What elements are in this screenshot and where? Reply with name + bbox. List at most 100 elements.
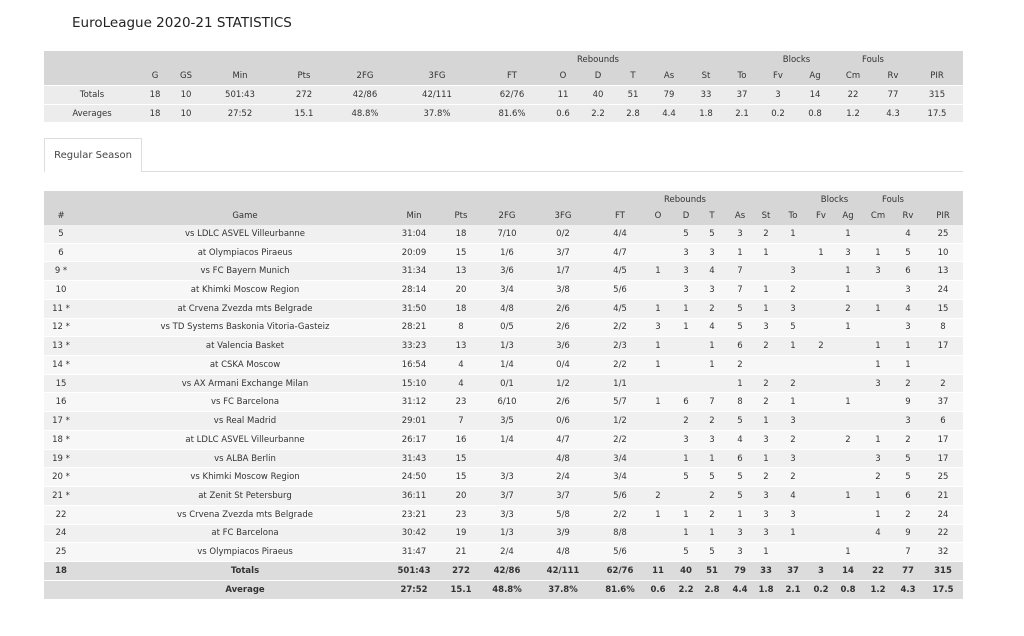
totals-cell: 42/111 [546, 566, 580, 576]
totals-cell: 33 [760, 566, 772, 576]
game-cell: 1/3 [500, 528, 514, 539]
game-cell: 5 [683, 228, 689, 239]
game-row [44, 337, 963, 356]
column-header: Ag [842, 211, 854, 221]
game-cell: 0/6 [556, 416, 570, 427]
game-row [44, 374, 963, 393]
game-cell: 2 [709, 509, 715, 520]
totals-cell: 0.6 [650, 585, 666, 595]
game-cell: vs FC Bayern Munich [200, 266, 290, 277]
game-cell: 13 [455, 341, 467, 352]
game-cell: 3 [905, 416, 911, 427]
game-row [44, 281, 963, 299]
game-cell: 4/8 [556, 453, 570, 464]
column-header: Cm [870, 211, 886, 221]
totals-cell: 27:52 [400, 585, 428, 595]
column-header: As [734, 211, 746, 221]
game-cell: 1 [763, 547, 769, 558]
game-cell: 1/4 [500, 359, 514, 370]
game-cell: 14 * [52, 359, 70, 370]
totals-cell: 0.2 [813, 585, 829, 595]
group-header: Fouls [882, 195, 904, 205]
totals-cell: Totals [230, 566, 260, 576]
game-cell: 16 [455, 434, 467, 445]
game-cell: 4/7 [613, 247, 627, 258]
column-header: Fv [773, 71, 783, 81]
totals-cell: 40 [680, 566, 692, 576]
game-cell: 1 [790, 341, 796, 352]
game-cell: 1/4 [500, 434, 514, 445]
game-cell: 1 [905, 359, 911, 370]
game-cell: 3/8 [556, 285, 570, 296]
game-cell: 5 [737, 490, 743, 501]
column-header: D [682, 211, 690, 221]
game-cell: 1 [845, 285, 851, 296]
game-cell: 13 * [52, 341, 70, 352]
game-cell: 22 [55, 509, 67, 520]
game-cell: 2/3 [613, 341, 627, 352]
game-cell: 2 [940, 378, 946, 389]
summary-cell: 42/86 [352, 90, 378, 100]
summary-cell: 18 [149, 108, 161, 119]
game-cell: 1 [875, 509, 881, 520]
game-cell: 36:11 [401, 490, 427, 501]
game-cell: 11 * [52, 303, 70, 314]
game-cell: 2/6 [556, 303, 570, 314]
game-cell: 2 [790, 378, 796, 389]
game-cell: 3 [709, 247, 715, 258]
column-header: PIR [930, 71, 944, 81]
game-cell: 1 [709, 359, 715, 370]
summary-cell: 2.1 [735, 108, 749, 119]
game-cell: 28:14 [401, 285, 427, 296]
game-cell: 15 [455, 453, 467, 464]
game-cell: 1 [763, 303, 769, 314]
game-cell: 3 [763, 528, 769, 539]
summary-cell: 0.6 [556, 108, 570, 119]
summary-cell: 79 [663, 90, 675, 100]
game-row [44, 487, 963, 505]
game-row [44, 318, 963, 337]
column-header: O [654, 211, 662, 221]
game-cell: 31:50 [401, 303, 427, 314]
game-cell: 4/8 [556, 547, 570, 558]
game-cell: 3/7 [500, 490, 514, 501]
game-cell: 3 [845, 247, 851, 258]
game-cell: 3/9 [556, 528, 570, 539]
column-header: Min [406, 211, 422, 221]
game-cell: 3 [709, 434, 715, 445]
summary-cell: 272 [295, 90, 313, 100]
game-cell: 4 [709, 322, 715, 333]
game-cell: 2 [875, 472, 881, 483]
game-cell: 6 [905, 490, 911, 501]
game-cell: 17 [937, 341, 949, 352]
game-cell: 2/4 [500, 547, 514, 558]
game-cell: 12 * [52, 322, 70, 333]
totals-cell: 37.8% [548, 585, 578, 595]
game-cell: 3 [763, 490, 769, 501]
game-cell: 2 [683, 416, 689, 427]
season-tab[interactable]: Regular Season [44, 138, 142, 172]
game-cell: 21 [937, 490, 949, 501]
game-cell: 3/4 [500, 285, 514, 296]
game-cell: 3/3 [500, 472, 514, 483]
game-cell: 7 [709, 397, 715, 408]
totals-cell: 37 [787, 566, 799, 576]
totals-row [44, 562, 963, 580]
column-header: Pts [454, 211, 468, 221]
game-cell: 5 [709, 547, 715, 558]
game-cell: 2/2 [613, 434, 627, 445]
game-cell: vs ALBA Berlin [214, 453, 276, 464]
game-cell: 17 [937, 434, 949, 445]
game-cell: 4/8 [500, 303, 514, 314]
game-row [44, 524, 963, 543]
game-cell: vs Olympiacos Piraeus [197, 547, 293, 558]
game-cell: vs AX Armani Exchange Milan [181, 378, 309, 389]
game-cell: at Crvena Zvezda mts Belgrade [177, 303, 313, 314]
summary-cell: 48.8% [351, 108, 379, 119]
game-cell: 3 [905, 285, 911, 296]
summary-cell: 62/76 [499, 90, 525, 100]
game-cell: 18 [455, 228, 467, 239]
summary-cell: 2.2 [591, 108, 605, 119]
game-cell: 1 [737, 247, 743, 258]
game-cell: 3 [683, 247, 689, 258]
